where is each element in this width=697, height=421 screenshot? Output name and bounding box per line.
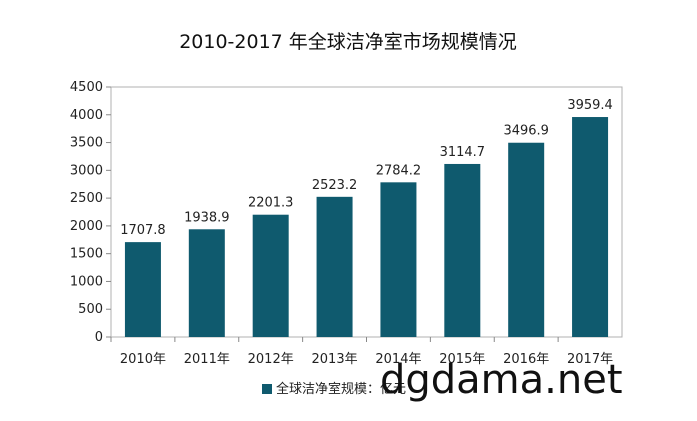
data-label: 2784.2 [376, 163, 422, 178]
watermark-text: dgdama.net [380, 357, 623, 403]
chart-title: 2010-2017 年全球洁净室市场规模情况 [179, 31, 517, 53]
data-label: 3114.7 [440, 145, 486, 160]
x-tick-label: 2012年 [248, 352, 294, 367]
bar [572, 117, 609, 338]
y-tick-label: 1500 [70, 247, 103, 262]
y-tick-label: 3500 [70, 136, 103, 151]
x-tick-label: 2011年 [184, 352, 230, 367]
x-tick-label: 2013年 [312, 352, 358, 367]
data-label: 1707.8 [120, 223, 166, 238]
bar [316, 196, 353, 337]
legend-swatch [262, 384, 272, 394]
y-tick-label: 2000 [70, 219, 103, 234]
bar [252, 214, 289, 337]
data-label: 2201.3 [248, 196, 294, 211]
legend: 全球洁净室规模：亿元 [262, 381, 406, 397]
bars [124, 117, 609, 338]
data-label: 3496.9 [503, 124, 549, 139]
bar [444, 163, 481, 337]
axes: 0 500 1000 1500 2000 2500 3000 3500 4000 4500 2010… [70, 80, 623, 367]
data-labels: 1707.8 1938.9 2201.3 2523.2 2784.2 3114.7 3496… [120, 98, 613, 238]
y-tick-label: 3000 [70, 163, 103, 178]
data-label: 3959.4 [567, 98, 613, 113]
y-tick-label: 4000 [70, 108, 103, 123]
y-tick-label: 2500 [70, 191, 103, 206]
bar [188, 229, 225, 337]
x-tick-label: 2017年 [567, 352, 613, 367]
y-tick-label: 0 [95, 330, 103, 345]
bar [124, 242, 161, 337]
x-tick-label: 2015年 [439, 352, 485, 367]
data-label: 1938.9 [184, 210, 230, 225]
y-tick-label: 500 [78, 302, 103, 317]
legend-label: 全球洁净室规模：亿元 [276, 381, 406, 397]
x-tick-label: 2016年 [503, 352, 549, 367]
y-tick-label: 4500 [70, 80, 103, 95]
bar [380, 182, 417, 337]
data-label: 2523.2 [312, 178, 358, 193]
x-tick-label: 2014年 [375, 352, 421, 367]
bar [508, 142, 545, 337]
x-tick-label: 2010年 [120, 352, 166, 367]
y-tick-label: 1000 [70, 274, 103, 289]
